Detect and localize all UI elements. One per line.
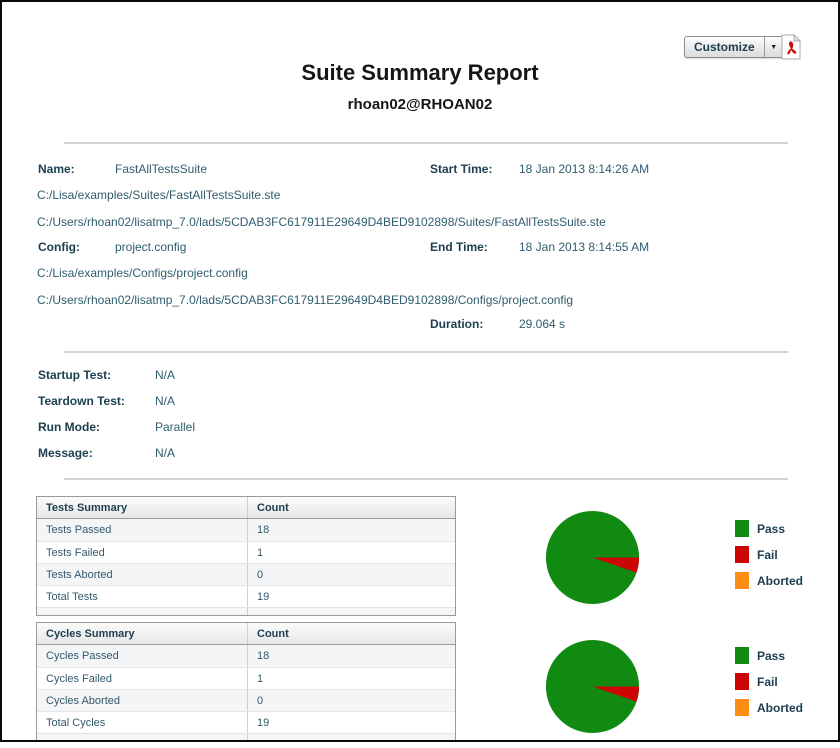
table-row: Cycles Aborted 0: [37, 689, 455, 711]
table-header-title: Tests Summary: [37, 497, 248, 518]
message-value: N/A: [155, 446, 176, 460]
page-subtitle: rhoan02@RHOAN02: [347, 96, 493, 113]
legend-label: Aborted: [757, 700, 803, 715]
page-title: Suite Summary Report: [301, 60, 539, 85]
aborted-color-chip: [735, 572, 749, 589]
legend-item: Fail: [735, 673, 803, 690]
table-empty-row: [37, 607, 455, 615]
startup-test-label: Startup Test:: [38, 368, 112, 382]
row-label: Tests Failed: [37, 542, 248, 563]
legend-item: Fail: [735, 546, 803, 563]
row-count: 18: [257, 650, 270, 662]
table-row: Tests Aborted 0: [37, 563, 455, 585]
row-count: 0: [257, 694, 264, 707]
name-label: Name:: [38, 162, 75, 176]
table-row: Tests Passed 18: [37, 519, 455, 541]
fail-color-chip: [735, 673, 749, 690]
chevron-down-icon[interactable]: ▼: [763, 37, 783, 57]
divider: [64, 142, 788, 144]
aborted-color-chip: [735, 699, 749, 716]
startup-test-value: N/A: [155, 368, 176, 382]
legend-item: Aborted: [735, 699, 803, 716]
row-count: 1: [257, 672, 264, 685]
table-row: Tests Failed 1: [37, 541, 455, 563]
row-label: Cycles Passed: [37, 645, 248, 667]
tests-summary-table: Tests Summary Count Tests Passed 18 Test…: [36, 496, 456, 616]
cycles-pie-chart: [545, 639, 640, 734]
pass-color-chip: [735, 647, 749, 664]
legend-item: Aborted: [735, 572, 803, 589]
fail-color-chip: [735, 546, 749, 563]
row-count: 19: [257, 590, 270, 603]
run-mode-value: Parallel: [155, 420, 196, 434]
config-value: project.config: [115, 240, 187, 254]
row-label: Cycles Failed: [37, 668, 248, 689]
pdf-export-icon[interactable]: [780, 33, 802, 60]
start-time-value: 18 Jan 2013 8:14:26 AM: [519, 162, 650, 176]
legend-label: Fail: [757, 547, 778, 562]
teardown-test-label: Teardown Test:: [38, 394, 125, 408]
message-label: Message:: [38, 446, 93, 460]
cycles-summary-table: Cycles Summary Count Cycles Passed 18 Cy…: [36, 622, 456, 742]
cycles-pie-legend: Pass Fail Aborted: [735, 647, 803, 716]
config-label: Config:: [38, 240, 80, 254]
config-path-staging: C:/Users/rhoan02/lisatmp_7.0/lads/5CDAB3…: [37, 293, 574, 307]
legend-label: Pass: [757, 521, 786, 536]
divider: [64, 478, 788, 480]
end-time-label: End Time:: [430, 240, 488, 254]
run-mode-label: Run Mode:: [38, 420, 100, 434]
row-count: 19: [257, 716, 270, 729]
customize-button[interactable]: Customize: [694, 40, 755, 54]
duration-label: Duration:: [430, 317, 484, 331]
table-row: Cycles Failed 1: [37, 667, 455, 689]
config-path-local: C:/Lisa/examples/Configs/project.config: [37, 266, 248, 280]
row-label: Tests Passed: [37, 519, 248, 541]
legend-item: Pass: [735, 520, 803, 537]
divider: [64, 351, 788, 353]
pass-color-chip: [735, 520, 749, 537]
suite-path-local: C:/Lisa/examples/Suites/FastAllTestsSuit…: [37, 188, 281, 202]
suite-path-staging: C:/Users/rhoan02/lisatmp_7.0/lads/5CDAB3…: [37, 215, 606, 229]
table-row: Total Tests 19: [37, 585, 455, 607]
row-count: 0: [257, 568, 264, 581]
row-label: Tests Aborted: [37, 564, 248, 585]
table-empty-row: [37, 733, 455, 741]
legend-label: Pass: [757, 648, 786, 663]
table-row: Total Cycles 19: [37, 711, 455, 733]
table-row: Cycles Passed 18: [37, 645, 455, 667]
teardown-test-value: N/A: [155, 394, 176, 408]
duration-value: 29.064 s: [519, 317, 566, 331]
table-header-row: Tests Summary Count: [37, 497, 455, 519]
legend-item: Pass: [735, 647, 803, 664]
customize-split-button[interactable]: Customize ▼: [684, 36, 784, 58]
row-count: 18: [257, 524, 270, 536]
table-header-count: Count: [257, 627, 289, 640]
table-header-row: Cycles Summary Count: [37, 623, 455, 645]
table-header-count: Count: [257, 501, 289, 514]
row-label: Total Tests: [37, 586, 248, 607]
row-count: 1: [257, 546, 264, 559]
row-label: Total Cycles: [37, 712, 248, 733]
tests-pie-legend: Pass Fail Aborted: [735, 520, 803, 589]
table-header-title: Cycles Summary: [37, 623, 248, 644]
legend-label: Fail: [757, 674, 778, 689]
tests-pie-chart: [545, 510, 640, 605]
start-time-label: Start Time:: [430, 162, 493, 176]
end-time-value: 18 Jan 2013 8:14:55 AM: [519, 240, 650, 254]
row-label: Cycles Aborted: [37, 690, 248, 711]
legend-label: Aborted: [757, 573, 803, 588]
suite-name-value: FastAllTestsSuite: [115, 162, 208, 176]
